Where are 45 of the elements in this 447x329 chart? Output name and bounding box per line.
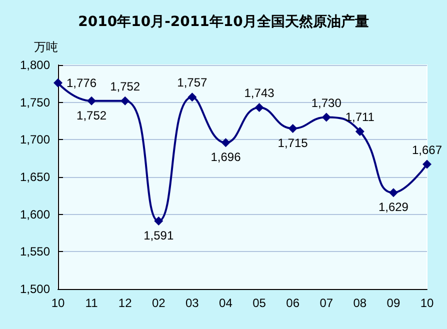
- y-tick-label: 1,800: [20, 58, 50, 72]
- point: [288, 124, 298, 133]
- point: [254, 103, 264, 112]
- x-tick-label: 05: [252, 296, 266, 310]
- point: [322, 112, 331, 122]
- point: [120, 96, 130, 106]
- x-tick-label: 10: [420, 296, 434, 310]
- y-tick-label: 1,550: [20, 244, 50, 259]
- data-label: 1,743: [244, 86, 275, 100]
- data-label: 1,757: [177, 76, 208, 90]
- x-tick-label: 04: [219, 296, 233, 310]
- point: [87, 96, 96, 106]
- y-tick-label: 1,650: [20, 170, 50, 184]
- data-label: 1,711: [345, 110, 375, 124]
- x-tick-label: 03: [186, 296, 200, 310]
- data-label: 1,591: [144, 228, 174, 243]
- point: [355, 126, 364, 136]
- point: [54, 78, 62, 88]
- x-tick-label: 06: [286, 296, 300, 310]
- x-tick-label: 11: [85, 296, 98, 310]
- y-tick-label: 1,750: [20, 95, 50, 110]
- data-label: 1,752: [110, 79, 140, 94]
- point: [221, 138, 230, 148]
- point: [154, 216, 164, 226]
- data-label: 1,667: [412, 142, 442, 157]
- data-label: 1,715: [278, 136, 308, 150]
- x-tick-label: 08: [353, 296, 367, 310]
- x-tick-label: 02: [152, 296, 166, 310]
- data-label: 1,776: [66, 76, 97, 90]
- y-tick-label: 1,600: [20, 207, 50, 222]
- x-tick-label: 09: [386, 296, 400, 310]
- data-label: 1,752: [76, 108, 107, 122]
- point: [388, 188, 398, 198]
- point: [188, 92, 197, 102]
- data-label: 1,730: [311, 96, 342, 110]
- data-label: 1,629: [378, 200, 409, 214]
- x-tick-label: 10: [51, 296, 65, 310]
- x-tick-label: 12: [118, 296, 132, 310]
- y-tick-label: 1,700: [20, 132, 50, 147]
- data-label: 1,696: [210, 150, 242, 164]
- y-axis-title: 万吨: [34, 40, 58, 54]
- y-tick-label: 1,500: [20, 282, 50, 296]
- chart-title: 2010年10月-2011年10月全国天然原油产量: [78, 13, 369, 30]
- point: [422, 160, 432, 169]
- x-tick-label: 07: [320, 296, 334, 310]
